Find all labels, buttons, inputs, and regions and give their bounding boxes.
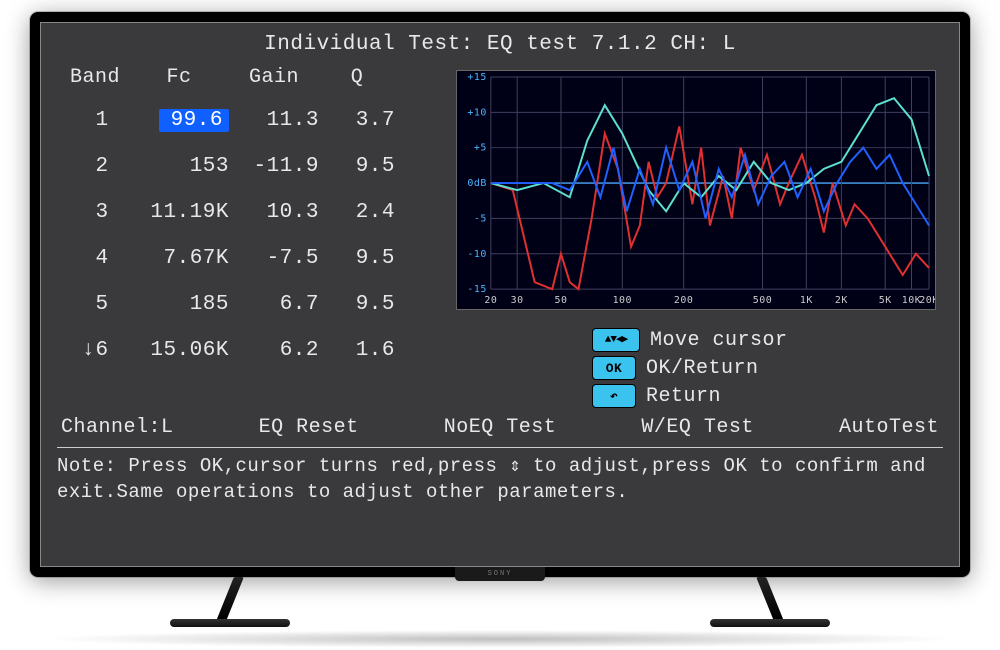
menu-autotest[interactable]: AutoTest [839, 416, 939, 439]
eq-cell-band[interactable]: 2 [61, 155, 129, 178]
eq-cell-gain[interactable]: 6.2 [229, 339, 319, 362]
legend-ok: OK/Return [646, 357, 759, 380]
svg-text:50: 50 [554, 295, 567, 306]
svg-text:+15: +15 [467, 72, 486, 83]
eq-cell-fc[interactable]: 7.67K [129, 247, 229, 270]
svg-text:1K: 1K [800, 295, 813, 306]
col-header-q: Q [319, 66, 395, 89]
eq-row[interactable]: 2153-11.99.5 [53, 143, 448, 189]
svg-text:-10: -10 [467, 249, 486, 260]
menu-weq[interactable]: W/EQ Test [641, 416, 754, 439]
ok-key-icon: OK [592, 356, 636, 380]
menu-noeq[interactable]: NoEQ Test [444, 416, 557, 439]
page-title: Individual Test: EQ test 7.1.2 CH: L [41, 23, 959, 62]
svg-text:0dB: 0dB [467, 178, 486, 189]
eq-cell-band[interactable]: 5 [61, 293, 129, 316]
legend-return: Return [646, 385, 721, 408]
col-header-fc: Fc [129, 66, 229, 89]
eq-cell-fc[interactable]: 185 [129, 293, 229, 316]
svg-text:-5: -5 [474, 213, 487, 224]
eq-cell-band[interactable]: ↓6 [61, 339, 129, 362]
eq-row[interactable]: 199.611.33.7 [53, 97, 448, 143]
eq-cell-gain[interactable]: 11.3 [229, 109, 319, 132]
col-header-gain: Gain [229, 66, 319, 89]
eq-cell-q[interactable]: 9.5 [319, 293, 395, 316]
arrow-keys-icon: ▲▼◀▶ [592, 328, 640, 352]
eq-cell-gain[interactable]: -11.9 [229, 155, 319, 178]
svg-text:-15: -15 [467, 284, 486, 295]
tv-brand: SONY [455, 567, 545, 581]
bottom-menu: Channel:L EQ Reset NoEQ Test W/EQ Test A… [41, 412, 959, 443]
eq-cell-band[interactable]: 3 [61, 201, 129, 224]
menu-channel[interactable]: Channel:L [61, 416, 174, 439]
return-key-icon: ↶ [592, 384, 636, 408]
eq-cell-fc[interactable]: 11.19K [129, 201, 229, 224]
svg-text:30: 30 [511, 295, 524, 306]
eq-cell-band[interactable]: 1 [61, 109, 129, 132]
svg-text:+10: +10 [467, 107, 486, 118]
svg-text:5K: 5K [879, 295, 892, 306]
eq-cell-band[interactable]: 4 [61, 247, 129, 270]
legend-move: Move cursor [650, 329, 788, 352]
tv-frame: Individual Test: EQ test 7.1.2 CH: L Ban… [30, 12, 970, 577]
eq-cell-gain[interactable]: 10.3 [229, 201, 319, 224]
tv-stand-right [710, 577, 830, 627]
svg-text:20: 20 [484, 295, 497, 306]
screen: Individual Test: EQ test 7.1.2 CH: L Ban… [40, 22, 960, 567]
eq-row[interactable]: 51856.79.5 [53, 281, 448, 327]
svg-text:200: 200 [674, 295, 693, 306]
eq-table: Band Fc Gain Q 199.611.33.72153-11.99.53… [53, 66, 448, 412]
eq-cell-fc[interactable]: 15.06K [129, 339, 229, 362]
help-note: Note: Press OK,cursor turns red,press ⇕ … [41, 448, 959, 505]
eq-response-chart: +15 +10 +5 0dB -5 -10 -1520 30 50 100 200 500 1K 2K 5K… [456, 70, 936, 310]
menu-eq-reset[interactable]: EQ Reset [259, 416, 359, 439]
eq-cell-fc[interactable]: 153 [129, 155, 229, 178]
eq-cell-gain[interactable]: 6.7 [229, 293, 319, 316]
tv-stand-left [170, 577, 290, 627]
eq-cell-fc[interactable]: 99.6 [129, 109, 229, 132]
eq-cell-gain[interactable]: -7.5 [229, 247, 319, 270]
eq-row[interactable]: ↓615.06K6.21.6 [53, 327, 448, 373]
eq-row[interactable]: 47.67K-7.59.5 [53, 235, 448, 281]
svg-text:500: 500 [753, 295, 772, 306]
eq-cell-q[interactable]: 1.6 [319, 339, 395, 362]
eq-cell-q[interactable]: 3.7 [319, 109, 395, 132]
eq-row[interactable]: 311.19K10.32.4 [53, 189, 448, 235]
eq-cell-q[interactable]: 2.4 [319, 201, 395, 224]
svg-text:100: 100 [613, 295, 632, 306]
col-header-band: Band [61, 66, 129, 89]
key-legend: ▲▼◀▶ Move cursor OK OK/Return ↶ Return [456, 328, 947, 408]
svg-text:2K: 2K [835, 295, 848, 306]
eq-cell-q[interactable]: 9.5 [319, 155, 395, 178]
eq-cell-q[interactable]: 9.5 [319, 247, 395, 270]
svg-text:+5: +5 [474, 143, 487, 154]
svg-text:20K: 20K [919, 295, 935, 306]
